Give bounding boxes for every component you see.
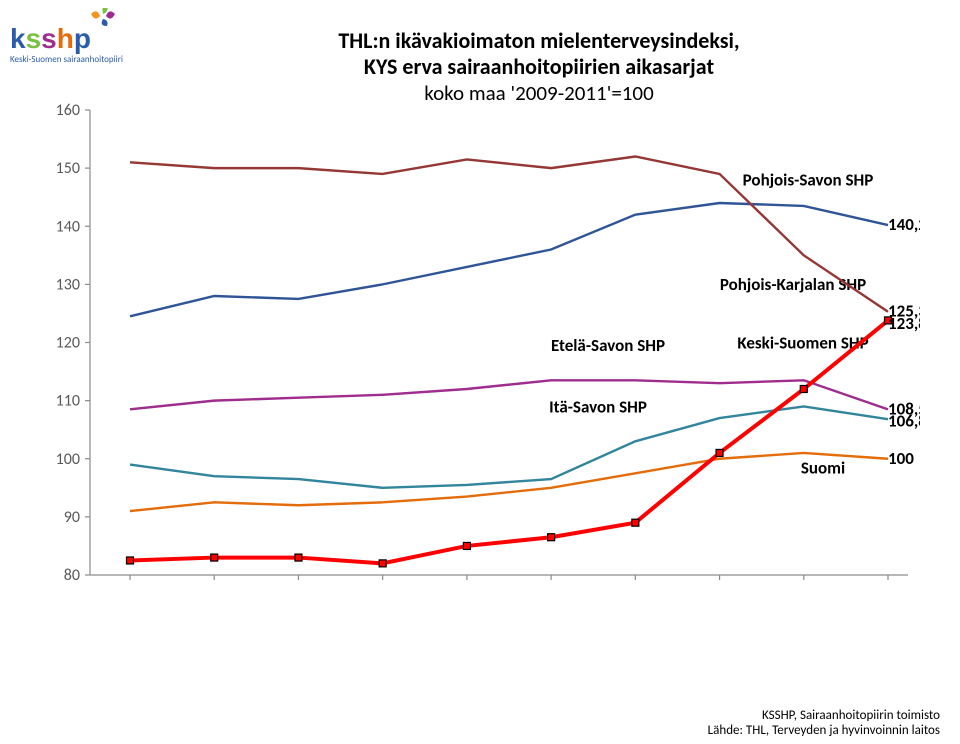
svg-text:130: 130 xyxy=(56,275,80,294)
slide-footer: KSSHP, Sairaanhoitopiirin toimisto Lähde… xyxy=(708,708,940,738)
series-Pohjois-Karjalan SHP xyxy=(130,380,888,409)
chart-title-1: THL:n ikävakioimaton mielenterveysindeks… xyxy=(338,30,739,54)
svg-text:Itä-Savon SHP: Itä-Savon SHP xyxy=(549,396,647,417)
svg-text:Etelä-Savon SHP: Etelä-Savon SHP xyxy=(551,335,665,356)
svg-text:120: 120 xyxy=(56,334,80,353)
svg-text:150: 150 xyxy=(56,159,80,178)
svg-text:140,2: 140,2 xyxy=(888,214,920,235)
svg-text:Pohjois-Karjalan SHP: Pohjois-Karjalan SHP xyxy=(720,274,866,295)
svg-text:160: 160 xyxy=(56,101,80,120)
series-Pohjois-Savon SHP xyxy=(130,203,888,316)
svg-text:80: 80 xyxy=(64,566,80,585)
footer-line2: Lähde: THL, Terveyden ja hyvinvoinnin la… xyxy=(708,723,940,738)
svg-text:90: 90 xyxy=(64,508,80,527)
svg-text:140: 140 xyxy=(56,217,80,236)
svg-text:100: 100 xyxy=(888,448,914,469)
svg-text:106,8: 106,8 xyxy=(888,411,920,432)
svg-text:100: 100 xyxy=(56,450,80,469)
chart-subtitle: koko maa '2009-2011'=100 xyxy=(424,80,654,106)
svg-text:110: 110 xyxy=(56,392,80,411)
line-chart: THL:n ikävakioimaton mielenterveysindeks… xyxy=(38,30,920,670)
chart-container: THL:n ikävakioimaton mielenterveysindeks… xyxy=(38,30,920,670)
svg-text:Suomi: Suomi xyxy=(801,457,845,478)
svg-text:Pohjois-Savon SHP: Pohjois-Savon SHP xyxy=(743,170,874,191)
series-Suomi xyxy=(130,320,888,563)
series-Keski-Suomen SHP xyxy=(130,406,888,487)
footer-line1: KSSHP, Sairaanhoitopiirin toimisto xyxy=(708,708,940,723)
svg-text:123,8: 123,8 xyxy=(888,313,920,334)
chart-title-2: KYS erva sairaanhoitopiirien aikasarjat xyxy=(364,53,715,80)
